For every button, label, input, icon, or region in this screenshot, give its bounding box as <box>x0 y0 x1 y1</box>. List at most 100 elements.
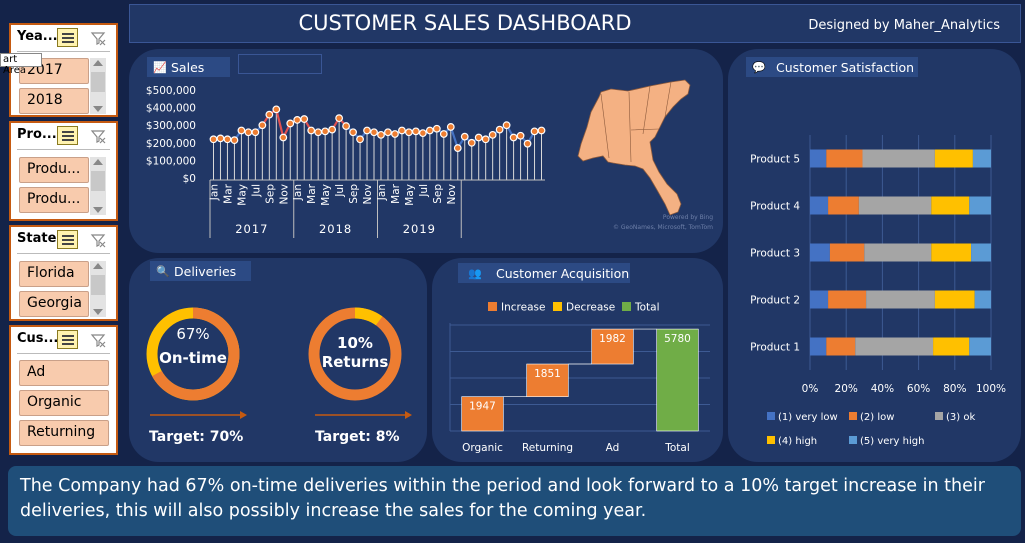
x-tick-label: 20% <box>835 383 858 395</box>
data-point <box>377 130 385 139</box>
legend-label: Decrease <box>566 302 615 314</box>
multi-select-icon[interactable] <box>57 230 78 249</box>
us-southeast-map[interactable]: Powered by Bing © GeoNames, Microsoft, T… <box>573 72 718 237</box>
data-point <box>398 126 406 135</box>
bar-segment <box>810 290 829 309</box>
slicer-item[interactable]: Produ... <box>19 157 89 183</box>
clear-filter-icon[interactable] <box>90 332 106 348</box>
data-label: 1982 <box>599 333 626 345</box>
acquisition-chart: Increase Decrease Total 1947 Organic 1851 Retu… <box>449 302 710 454</box>
data-point <box>286 119 295 128</box>
bar-segment <box>864 243 932 262</box>
summary-text: The Company had 67% on-time deliveries w… <box>20 476 985 521</box>
data-point <box>370 128 378 137</box>
waterfall-bar <box>526 363 569 397</box>
bar-segment <box>934 149 973 168</box>
ontime-percent: 67% <box>176 325 210 343</box>
deliveries-panel <box>129 258 427 462</box>
data-point <box>391 130 399 138</box>
bar-segment <box>826 149 863 168</box>
deliveries-panel-title: 🔍 Deliveries <box>150 261 251 281</box>
legend-label: (2) low <box>860 412 894 423</box>
slicer-item[interactable]: Organic <box>19 390 109 416</box>
data-point <box>363 126 371 135</box>
x-tick-label: Jul <box>334 184 346 198</box>
data-point <box>321 127 330 136</box>
slicer-item[interactable]: Florida <box>19 261 89 287</box>
multi-select-icon[interactable] <box>57 28 78 47</box>
legend-swatch <box>849 412 857 420</box>
data-point <box>230 136 239 145</box>
slicer-item[interactable]: Produ... <box>19 187 89 213</box>
clear-filter-icon[interactable] <box>90 232 106 248</box>
data-label: 1851 <box>534 368 561 380</box>
slicer-title: Pro... <box>17 127 57 142</box>
bar-segment <box>862 149 935 168</box>
year-label: 2018 <box>319 222 352 236</box>
scrollbar[interactable] <box>90 58 106 114</box>
returns-target: Target: 8% <box>315 429 400 445</box>
data-point <box>467 138 476 147</box>
slicer-item[interactable]: Georgia <box>19 291 89 317</box>
data-point <box>488 130 497 139</box>
category-label: Returning <box>522 442 573 454</box>
bar-segment <box>855 337 934 356</box>
acquisition-panel-title: 👥 Customer Acquisition <box>458 263 630 283</box>
product-slicer[interactable]: Pro... Produ... Produ... <box>9 121 118 221</box>
series-segment <box>275 109 285 138</box>
y-tick-label: $500,000 <box>146 85 196 97</box>
data-point <box>481 135 490 144</box>
slicer-item[interactable]: Ad <box>19 360 109 386</box>
map-region-shape <box>577 79 691 216</box>
sales-chart: $500,000 $400,000 $300,000 $200,000 $100,000… <box>146 85 546 238</box>
customer-slicer[interactable]: Cus... Ad Organic Returning <box>9 325 118 455</box>
legend-swatch <box>488 302 497 311</box>
bar-segment <box>829 243 865 262</box>
clear-filter-icon[interactable] <box>90 128 106 144</box>
bar-segment <box>931 243 972 262</box>
multi-select-icon[interactable] <box>57 330 78 349</box>
returns-donut-arc <box>308 307 402 401</box>
legend-label: Increase <box>501 302 545 314</box>
legend-swatch <box>622 302 631 311</box>
data-point <box>272 105 281 114</box>
x-tick-label: Sep <box>432 184 444 204</box>
bar-segment <box>931 196 970 215</box>
x-tick-label: 80% <box>943 383 966 395</box>
data-label: 5780 <box>664 333 691 345</box>
x-tick-label: Mar <box>390 183 402 203</box>
data-point <box>384 128 392 137</box>
bar-segment <box>971 243 991 262</box>
scrollbar[interactable] <box>90 261 106 317</box>
state-slicer[interactable]: State Florida Georgia <box>9 225 118 321</box>
scrollbar[interactable] <box>90 157 106 215</box>
multi-select-icon[interactable] <box>57 126 78 145</box>
satisfaction-panel-title: 💬 Customer Satisfaction <box>746 57 918 77</box>
bar-segment <box>810 337 827 356</box>
bar-segment <box>828 290 867 309</box>
x-tick-label: Jan <box>292 184 304 201</box>
data-point <box>314 128 323 137</box>
legend-label: Total <box>634 302 660 314</box>
data-point <box>530 127 539 136</box>
x-tick-label: Jan <box>376 184 388 201</box>
ontime-arrow <box>150 411 247 419</box>
bar-segment <box>972 149 991 168</box>
x-tick-label: Sep <box>348 184 360 204</box>
data-point <box>446 123 455 131</box>
y-tick-label: $100,000 <box>146 155 196 167</box>
data-point <box>209 135 218 144</box>
dashboard-title: CUSTOMER SALES DASHBOARD <box>298 11 632 35</box>
tooltip: art Area <box>0 53 42 76</box>
x-tick-label: 60% <box>907 383 930 395</box>
slicer-item[interactable]: Returning <box>19 420 109 446</box>
data-point <box>216 134 225 143</box>
returns-arrow <box>315 411 412 419</box>
data-point <box>223 135 232 144</box>
clear-filter-icon[interactable] <box>90 30 106 46</box>
bar-segment <box>974 290 991 309</box>
slicer-item[interactable]: 2018 <box>19 88 89 114</box>
data-point <box>265 110 274 119</box>
data-point <box>474 133 483 142</box>
data-point <box>509 133 518 142</box>
